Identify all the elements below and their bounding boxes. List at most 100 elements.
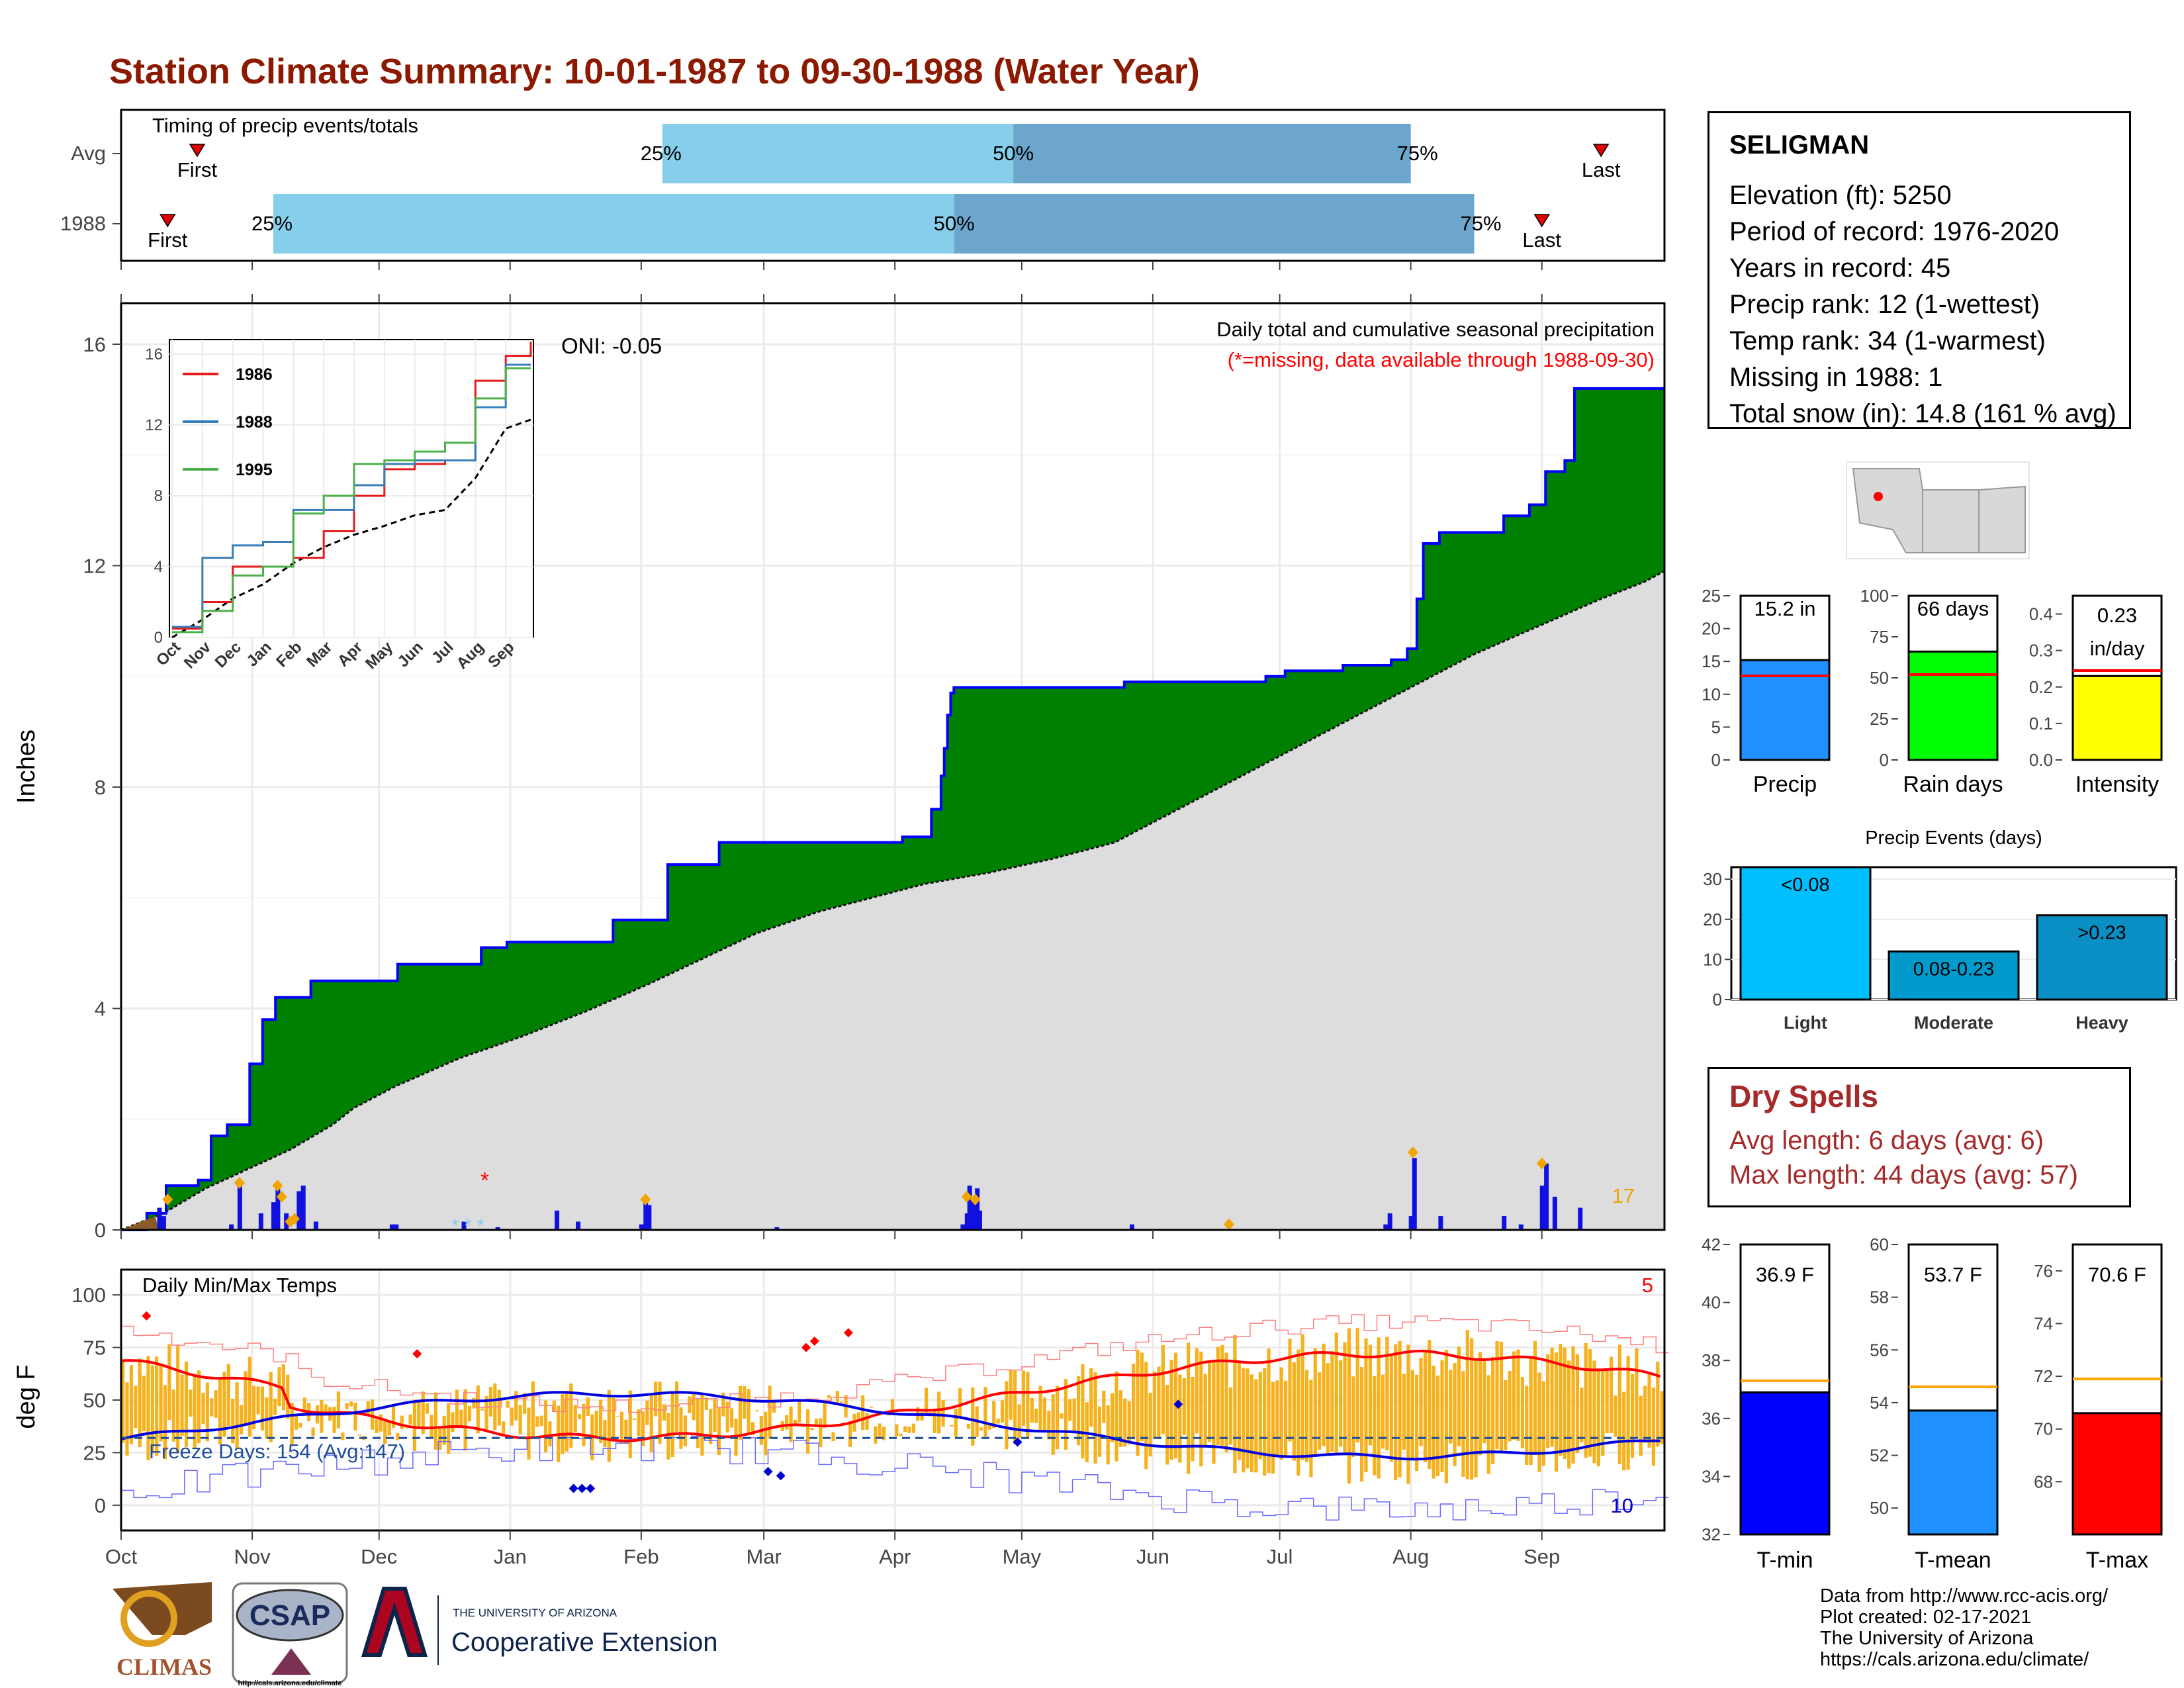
snow-marker-icon: * [464, 1215, 472, 1237]
temperature-bar-charts: 32 34 36 38 40 42 36.9 F T-min 50 52 54 56 58 60 53.7 … [1702, 1235, 2163, 1573]
mini-y-tick: 56 [1870, 1340, 1889, 1360]
tmax-value-label: 70.6 F [2088, 1263, 2146, 1286]
temperature-panel: 0 25 50 75 100 deg F Daily Min/Max Temps Freeze… [13, 1268, 1669, 1532]
locator-map [1846, 461, 2030, 559]
daily-precip-bar [639, 1224, 644, 1230]
daily-precip-bar [1412, 1158, 1417, 1230]
mini-y-tick: 25 [1702, 586, 1721, 606]
credits: Data from http://www.rcc-acis.org/ Plot … [1820, 1585, 2108, 1670]
daily-precip-bar [1539, 1186, 1545, 1230]
rain-days-label: 66 days [1917, 597, 1989, 620]
daily-precip-bar [300, 1186, 306, 1230]
heavy-precip-marker-icon [1223, 1218, 1234, 1231]
daily-precip-bar [1129, 1224, 1134, 1230]
daily-precip-bar [161, 1216, 166, 1230]
credit-line: Plot created: 02-17-2021 [1820, 1607, 2032, 1628]
inset-y-tick: 4 [154, 558, 163, 576]
inset-series-line [172, 342, 532, 630]
freeze-days-label: Freeze Days: 154 (Avg:147) [149, 1440, 405, 1463]
heavy-precip-marker-icon [162, 1194, 173, 1206]
tmin-bar-label: T-min [1757, 1548, 1813, 1573]
daily-precip-bar [1408, 1216, 1414, 1230]
tmin-value-label: 36.9 F [1756, 1263, 1814, 1286]
events-y-tick: 0 [1713, 990, 1722, 1009]
credit-line: https://cals.arizona.edu/climate/ [1820, 1649, 2089, 1670]
timing-bar-q2 [662, 124, 1014, 183]
temp-y-tick: 75 [83, 1336, 106, 1360]
month-label: Feb [623, 1545, 659, 1568]
daily-precip-bar [313, 1221, 318, 1230]
dry-spells-max: Max length: 44 days (avg: 57) [1729, 1160, 2078, 1190]
record-high-marker-icon [801, 1342, 811, 1352]
month-label: Aug [1392, 1545, 1429, 1568]
record-high-marker-icon [142, 1311, 152, 1321]
precip-y-tick: 0 [95, 1219, 106, 1242]
mini-y-tick: 0.0 [2029, 750, 2053, 770]
inset-legend-label: 1986 [236, 365, 273, 384]
daily-precip-bar [774, 1227, 780, 1230]
heavy-precip-marker-icon [234, 1176, 245, 1189]
month-label: Dec [361, 1545, 397, 1568]
mini-y-tick: 50 [1870, 668, 1889, 688]
record-low-marker-icon [1013, 1437, 1023, 1447]
inset-frame [169, 339, 534, 638]
mini-y-tick: 52 [1870, 1446, 1889, 1466]
credit-line: The University of Arizona [1820, 1628, 2034, 1649]
timing-bar-q3 [954, 194, 1475, 254]
timing-p50-label: 50% [993, 142, 1034, 165]
climas-sun-icon [120, 1590, 177, 1647]
cold-days-count: 10 [1611, 1494, 1633, 1517]
mini-y-tick: 34 [1702, 1466, 1721, 1486]
month-label: May [1003, 1545, 1042, 1568]
intensity-bar-label: Intensity [2075, 772, 2160, 797]
mini-y-tick: 70 [2034, 1419, 2053, 1439]
daily-precip-bar [970, 1202, 976, 1230]
record-low-marker-icon [776, 1471, 786, 1481]
precip-average-area [121, 571, 1664, 1230]
missing-marker-icon: * [480, 1168, 489, 1194]
daily-precip-bar [157, 1207, 162, 1230]
month-label: Sep [1524, 1545, 1560, 1568]
last-label: Last [1522, 228, 1561, 252]
mini-y-tick: 68 [2034, 1472, 2053, 1491]
events-category-label: Heavy [2075, 1013, 2128, 1033]
daily-precip-bar [555, 1210, 560, 1230]
heavy-precip-marker-icon [1536, 1157, 1547, 1170]
month-label: Nov [234, 1545, 271, 1568]
record-high-marker-icon [809, 1336, 819, 1346]
record-high-marker-icon [843, 1328, 853, 1338]
month-label: Oct [105, 1545, 138, 1568]
timing-p75-label: 75% [1397, 142, 1438, 165]
inset-legend-label: 1995 [236, 461, 273, 479]
last-marker-icon [1533, 214, 1551, 228]
events-value-label: 0.08-0.23 [1913, 959, 1995, 980]
mini-y-tick: 10 [1702, 684, 1721, 704]
timing-p50-label: 50% [934, 212, 975, 235]
daily-precip-bar [394, 1224, 399, 1230]
daily-precip-bar [296, 1191, 302, 1230]
precip-panel-title: Daily total and cumulative seasonal prec… [1216, 318, 1655, 341]
record-min-line [121, 1434, 1669, 1521]
station-precip-rank: Precip rank: 12 (1-wettest) [1729, 290, 2040, 319]
inset-series-line [172, 367, 531, 633]
events-value-label: >0.23 [2077, 923, 2126, 944]
tmean-value-label: 53.7 F [1924, 1263, 1982, 1286]
timing-p25-label: 25% [251, 212, 293, 235]
precip-y-tick: 16 [83, 333, 106, 356]
intensity-unit-label: in/day [2090, 637, 2145, 660]
daily-precip-bar [960, 1224, 966, 1230]
events-y-tick: 30 [1703, 869, 1722, 889]
daily-precip-bar [495, 1227, 500, 1230]
daily-precip-bar [229, 1224, 234, 1230]
daily-precip-bar [964, 1213, 970, 1230]
precip-surplus-area [121, 388, 1664, 1230]
mini-y-tick: 0.3 [2029, 641, 2053, 661]
record-low-marker-icon [763, 1467, 773, 1477]
heavy-precip-marker-icon [272, 1180, 283, 1192]
inset-legend-label: 1988 [236, 413, 273, 432]
mini-y-tick: 25 [1870, 709, 1889, 729]
mini-y-tick: 76 [2034, 1261, 2053, 1281]
station-period: Period of record: 1976-2020 [1729, 217, 2060, 246]
